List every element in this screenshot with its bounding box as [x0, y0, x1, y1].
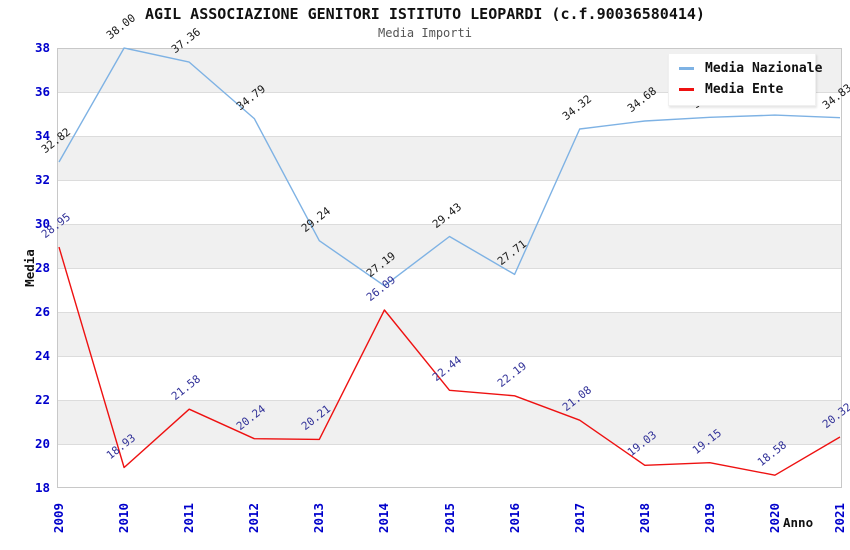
x-tick-label: 2016: [506, 502, 522, 534]
x-axis-label: Anno: [783, 515, 814, 530]
y-tick-label: 24: [34, 348, 50, 363]
y-tick-label: 30: [34, 216, 50, 231]
x-tick-label: 2021: [832, 502, 847, 534]
x-tick-label: 2020: [766, 502, 782, 534]
legend-label: Media Nazionale: [705, 61, 823, 76]
y-tick-label: 26: [34, 304, 50, 319]
chart-subtitle: Media Importi: [378, 26, 472, 40]
chart-title: AGIL ASSOCIAZIONE GENITORI ISTITUTO LEOP…: [145, 5, 705, 23]
x-tick-label: 2018: [636, 502, 652, 534]
x-tick-label: 2010: [116, 502, 132, 534]
series-line-media-nazionale: [58, 47, 841, 287]
y-tick-label: 38: [34, 40, 50, 55]
series-line-media-ente: [58, 246, 841, 476]
plot-band: [57, 312, 842, 356]
y-tick-label: 20: [34, 436, 50, 451]
y-tick-label: 34: [34, 128, 50, 143]
plot-border: [57, 48, 842, 488]
y-tick-label: 18: [34, 480, 50, 495]
legend: Media Nazionale Media Ente: [668, 53, 822, 106]
plot-band: [57, 224, 842, 268]
y-tick-label: 32: [34, 172, 50, 187]
x-tick-label: 2017: [571, 502, 587, 534]
legend-line-swatch-icon: [679, 88, 694, 91]
y-tick-label: 28: [34, 260, 50, 275]
x-tick-label: 2015: [441, 502, 457, 534]
x-tick-label: 2013: [311, 502, 327, 534]
x-tick-label: 2019: [701, 502, 717, 534]
y-tick-label: 36: [34, 84, 50, 99]
legend-line-swatch-icon: [679, 67, 694, 70]
legend-item: Media Ente: [669, 79, 815, 100]
legend-item: Media Nazionale: [669, 58, 822, 79]
plot-band: [57, 136, 842, 180]
x-tick-label: 2012: [246, 502, 262, 534]
legend-label: Media Ente: [705, 82, 784, 97]
x-tick-label: 2011: [181, 502, 197, 534]
x-tick-label: 2009: [51, 502, 66, 534]
y-tick-label: 22: [34, 392, 50, 407]
x-tick-label: 2014: [376, 502, 392, 534]
plot-band: [57, 400, 842, 444]
